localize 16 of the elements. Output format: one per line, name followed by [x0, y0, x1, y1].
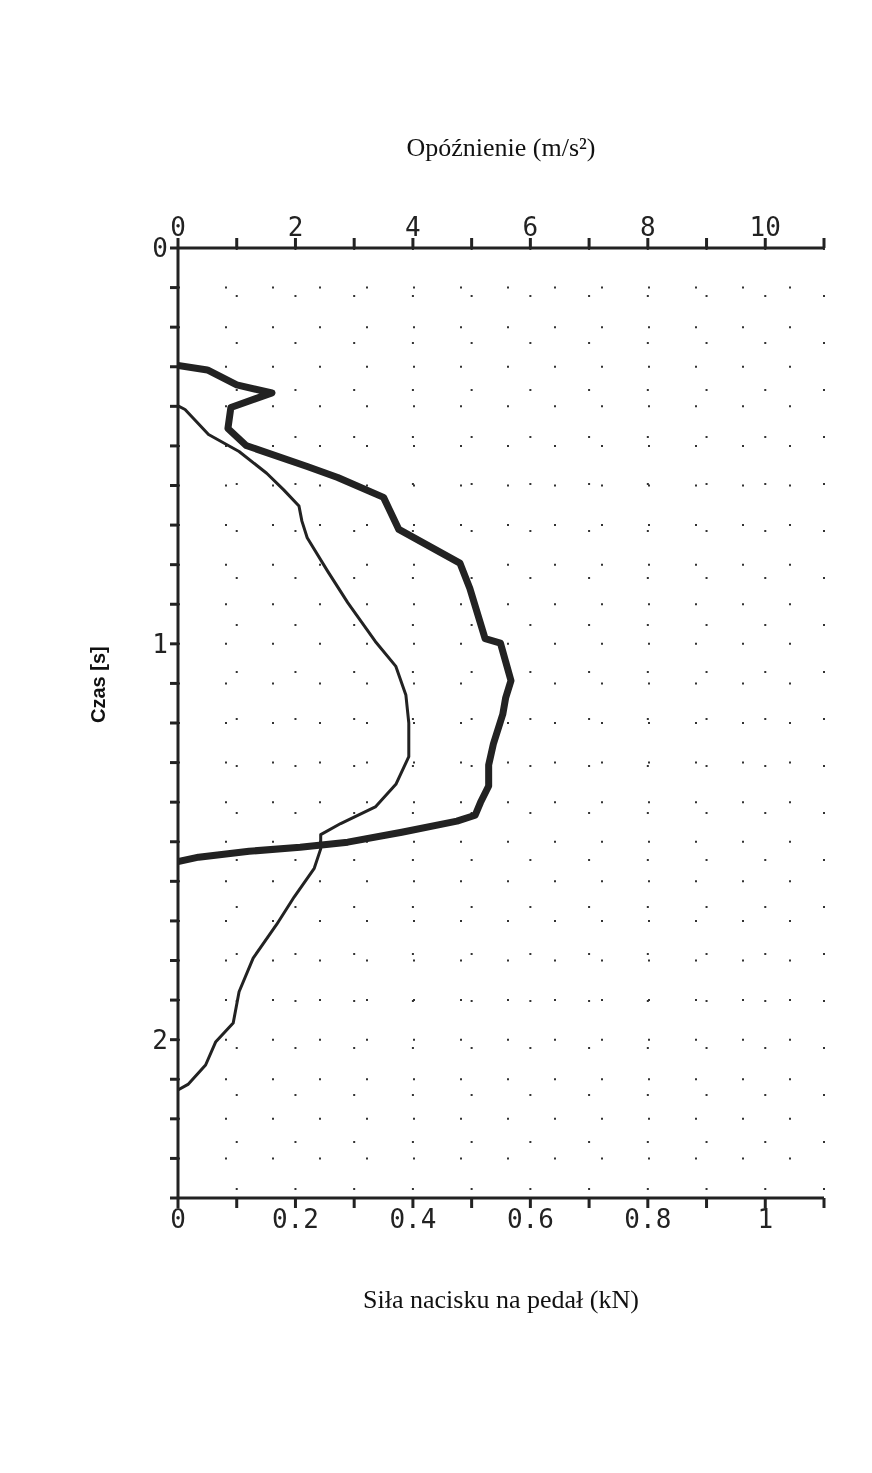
x2-tick-label: 6 [522, 212, 539, 242]
x2-tick-label: 4 [405, 212, 421, 242]
y-tick-label: 0 [152, 233, 168, 264]
x2-tick-label: 2 [287, 212, 304, 242]
x-tick-label: 0.6 [506, 1204, 554, 1235]
x2-tick-label: 8 [639, 212, 656, 242]
y-tick-label: 2 [152, 1024, 168, 1055]
x2-axis-title: Opóźnienie (m/s²) [406, 133, 596, 163]
x-tick-label: 0.2 [271, 1204, 319, 1235]
x2-tick-label: 10 [749, 212, 781, 242]
x-tick-label: 1 [757, 1204, 774, 1235]
y-tick-label: 1 [152, 629, 168, 660]
y-axis-title: Czas [s] [87, 646, 110, 723]
x-tick-label: 0.4 [389, 1204, 437, 1235]
x-axis-title: Siła nacisku na pedał (kN) [363, 1285, 639, 1314]
x-tick-label: 0.8 [624, 1204, 672, 1235]
